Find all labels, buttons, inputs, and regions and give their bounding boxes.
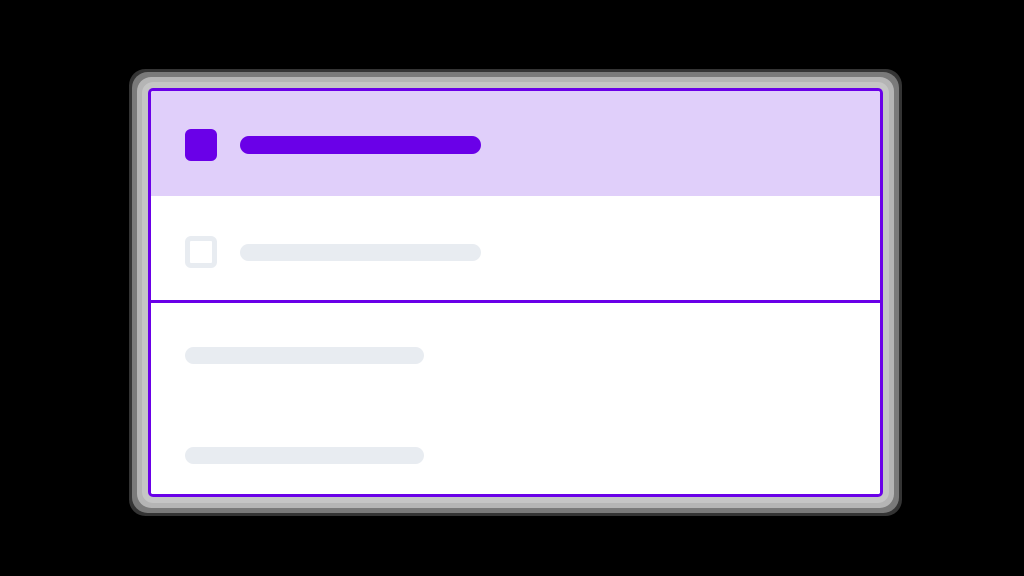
card-header: [151, 91, 880, 196]
option-label-placeholder: [240, 243, 481, 261]
header-content-row: [185, 129, 481, 161]
checkbox-unchecked-icon[interactable]: [185, 236, 217, 268]
option-content-row: [185, 236, 481, 268]
body-line-placeholder-1: [185, 347, 424, 364]
avatar-placeholder-icon: [185, 129, 217, 161]
card-body: [151, 303, 880, 494]
title-bar-placeholder: [240, 136, 481, 154]
section-divider: [151, 300, 880, 303]
checkbox-option-row[interactable]: [151, 196, 880, 300]
body-line-placeholder-2: [185, 447, 424, 464]
wireframe-card[interactable]: [148, 88, 883, 497]
